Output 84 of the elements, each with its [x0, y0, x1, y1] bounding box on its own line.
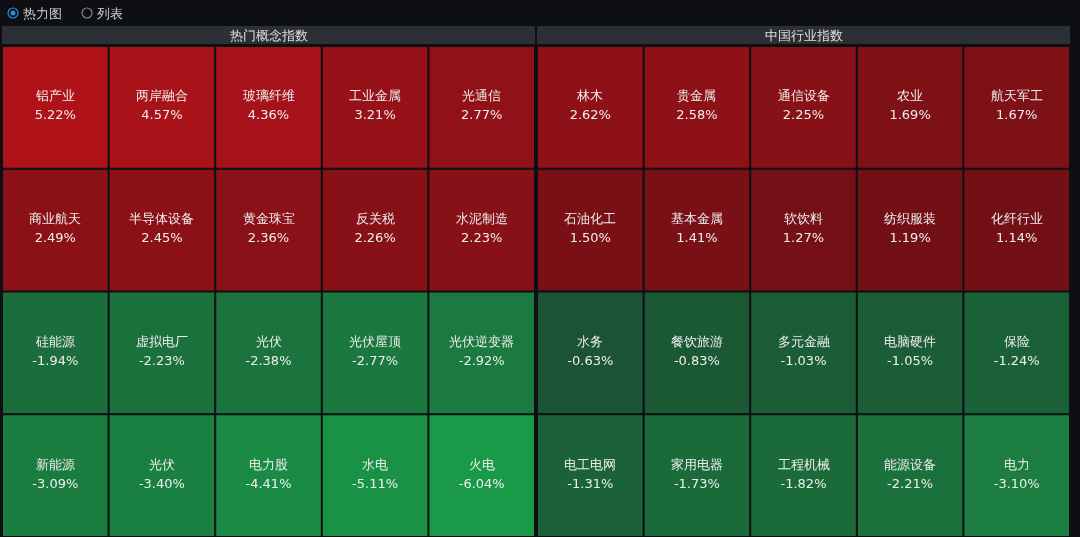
category-label: 电脑硬件: [884, 333, 937, 349]
category-label: 商业航天: [29, 211, 82, 227]
category-label: 软饮料: [784, 211, 823, 227]
data-label: 2.26%: [354, 230, 396, 246]
data-label: 4.57%: [141, 107, 183, 123]
category-label: 化纤行业: [990, 211, 1043, 227]
category-label: 农业: [897, 88, 924, 104]
category-label: 硅能源: [34, 333, 75, 349]
category-label: 光伏逆变器: [449, 333, 515, 349]
category-label: 半导体设备: [129, 211, 195, 227]
data-label: 1.27%: [782, 230, 825, 246]
data-label: 2.45%: [141, 230, 183, 246]
data-label: -1.03%: [780, 352, 827, 368]
category-label: 光伏: [255, 333, 282, 349]
data-label: 3.21%: [354, 107, 396, 123]
data-label: 2.77%: [461, 107, 503, 123]
data-label: -4.41%: [245, 475, 292, 491]
category-label: 黄金珠宝: [242, 211, 295, 227]
category-label: 工程机械: [777, 456, 830, 472]
data-label: 4.36%: [247, 107, 290, 123]
category-label: 电工电网: [564, 456, 617, 472]
data-label: -1.94%: [32, 352, 79, 368]
category-label: 保险: [1003, 333, 1030, 349]
category-label: 电力股: [249, 456, 288, 472]
category-label: 林木: [576, 88, 604, 104]
data-label: 2.58%: [676, 107, 718, 123]
data-label: -0.63%: [567, 352, 614, 368]
category-label: 多元金融: [777, 333, 830, 349]
text: 列表: [97, 6, 123, 21]
category-label: 两岸融合: [135, 88, 188, 104]
category-label: 石油化工: [564, 211, 617, 227]
category-label: 玻璃纤维: [242, 88, 295, 104]
category-label: 工业金属: [349, 88, 402, 104]
text: 热力图: [23, 6, 62, 21]
data-label: 1.19%: [889, 230, 931, 246]
data-label: 2.62%: [569, 107, 611, 123]
data-label: -0.83%: [673, 352, 720, 368]
category-label: 通信设备: [777, 88, 830, 104]
data-label: -2.21%: [887, 475, 934, 491]
category-label: 铝产业: [34, 88, 75, 104]
category-label: 基本金属: [670, 211, 723, 227]
data-label: 2.23%: [461, 230, 503, 246]
category-label: 餐饮旅游: [670, 333, 723, 349]
data-label: -2.38%: [245, 352, 292, 368]
category-label: 光伏屋顶: [349, 333, 402, 349]
data-label: -3.40%: [138, 475, 185, 491]
data-label: -1.31%: [567, 475, 614, 491]
data-label: 1.41%: [676, 230, 718, 246]
category-label: 反关税: [355, 211, 395, 227]
data-label: -5.11%: [352, 475, 399, 491]
data-label: -1.82%: [780, 475, 827, 491]
category-label: 水务: [577, 333, 604, 349]
category-label: 水电: [362, 456, 389, 472]
data-label: 1.14%: [996, 230, 1038, 246]
data-label: 5.22%: [34, 107, 76, 123]
data-label: 2.36%: [247, 230, 290, 246]
category-label: 火电: [468, 456, 495, 472]
data-label: -2.77%: [352, 352, 399, 368]
data-label: -1.73%: [673, 475, 720, 491]
data-label: -1.05%: [887, 352, 934, 368]
text: 中国行业指数: [764, 28, 843, 43]
data-label: -6.04%: [458, 475, 505, 491]
text: 热门概念指数: [229, 28, 308, 43]
category-label: 光通信: [462, 88, 502, 104]
data-label: 1.67%: [996, 107, 1038, 123]
data-label: 1.50%: [569, 230, 611, 246]
category-label: 新能源: [35, 456, 75, 472]
category-label: 纺织服装: [884, 211, 937, 227]
category-label: 家用电器: [670, 456, 723, 472]
data-label: -3.09%: [32, 475, 79, 491]
data-label: -3.10%: [993, 475, 1040, 491]
data-label: 1.69%: [889, 107, 931, 123]
data-label: 2.49%: [34, 230, 76, 246]
data-label: -2.92%: [458, 352, 505, 368]
category-label: 能源设备: [884, 456, 937, 472]
category-label: 光伏: [148, 456, 175, 472]
data-label: 2.25%: [782, 107, 825, 123]
category-label: 航天军工: [990, 88, 1043, 104]
data-label: -1.24%: [993, 352, 1040, 368]
category-label: 贵金属: [677, 88, 717, 104]
data-label: -2.23%: [138, 352, 185, 368]
category-label: 水泥制造: [455, 211, 508, 227]
category-label: 电力: [1003, 456, 1030, 472]
category-label: 虚拟电厂: [135, 333, 188, 349]
